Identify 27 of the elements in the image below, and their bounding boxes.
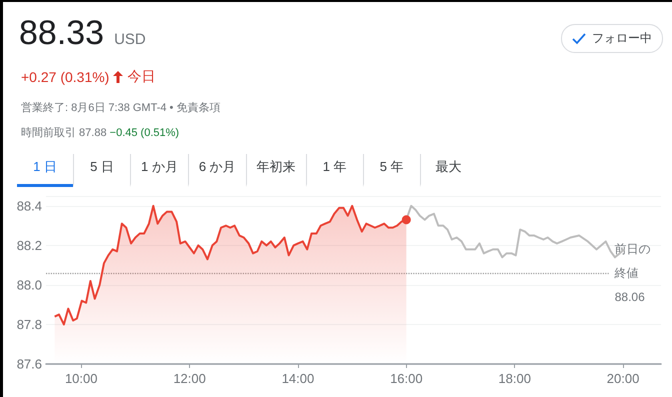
y-tick-label: 88.4 — [16, 198, 42, 214]
x-tick-label: 16:00 — [390, 371, 423, 386]
text: −0.45 (0.51%) — [110, 127, 180, 139]
y-tick-label: 88.2 — [16, 238, 42, 253]
x-tick-label: 10:00 — [64, 371, 98, 386]
text: 1 か月 — [130, 154, 188, 187]
text: 1 日 — [17, 154, 73, 187]
x-tick-label: 14:00 — [282, 371, 314, 386]
text: 営業終了: 8月6日 7:38 GMT-4 • 免責条項 — [21, 101, 220, 115]
x-tick-label: 18:00 — [498, 371, 531, 386]
text: 1 年 — [306, 154, 363, 187]
y-tick-label: 87.6 — [16, 356, 42, 372]
x-tick-label: 20:00 — [606, 371, 640, 386]
text: 時間前取引 87.88 — [21, 127, 107, 139]
chart-title: 88.33 — [19, 14, 104, 53]
chart-subtitle: USD — [114, 31, 146, 48]
text: 5 日 — [73, 154, 130, 187]
text: +0.27 (0.31%) — [21, 69, 110, 85]
text: 今日 — [127, 68, 156, 86]
text: 6 か月 — [188, 154, 246, 187]
y-tick-label: 87.8 — [16, 316, 42, 332]
text: フォロー中 — [592, 30, 652, 47]
y-tick-label: 88.0 — [16, 277, 42, 292]
text: 最大 — [420, 154, 477, 187]
text: 5 年 — [362, 154, 420, 187]
text: 年初来 — [246, 154, 306, 187]
x-tick-label: 12:00 — [173, 371, 206, 386]
